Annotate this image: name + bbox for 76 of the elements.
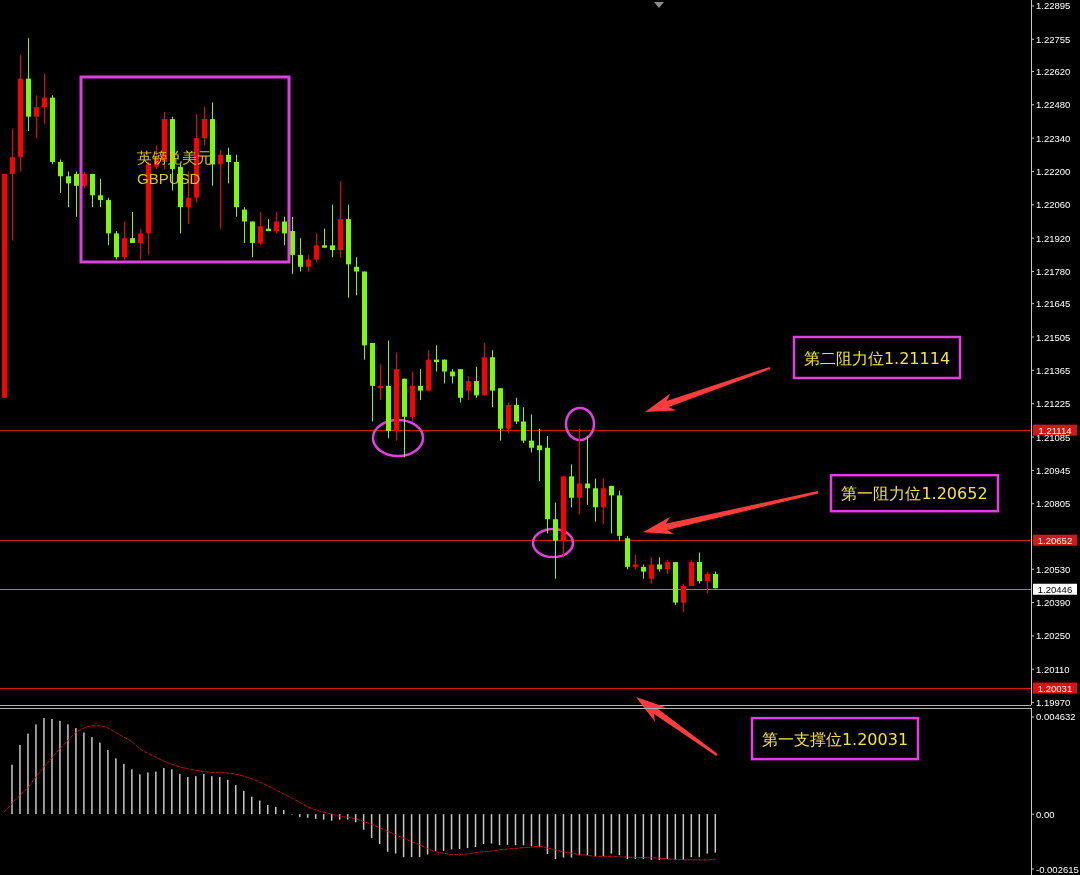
ref-line-label: 1.20652: [1037, 534, 1073, 546]
candlestick: [10, 128, 15, 242]
candlestick: [74, 170, 79, 218]
y-tick-label: 1.22895: [1036, 0, 1071, 12]
candlestick: [681, 583, 686, 613]
candlestick: [98, 178, 103, 208]
y-tick-label: 1.20250: [1036, 630, 1071, 642]
y-tick-label: 1.22755: [1036, 33, 1071, 45]
candlestick: [258, 211, 263, 246]
candlestick: [649, 556, 654, 585]
candlestick: [298, 237, 303, 273]
candlestick: [466, 375, 471, 401]
y-tick-label: 1.19970: [1036, 697, 1071, 709]
candlestick: [609, 485, 614, 535]
candlestick: [689, 559, 694, 587]
y-tick-label: 1.22480: [1036, 99, 1071, 111]
candlestick: [138, 228, 143, 261]
y-tick-label: 1.22620: [1036, 65, 1071, 77]
candlestick: [330, 204, 335, 258]
candlestick: [90, 173, 95, 208]
candlestick: [506, 402, 511, 434]
candlestick: [474, 366, 479, 399]
candlestick: [250, 221, 255, 258]
y-tick-label: 1.22060: [1036, 199, 1071, 211]
y-tick-label: -0.002615: [1036, 863, 1079, 875]
candlestick: [58, 159, 63, 194]
candlestick: [697, 552, 702, 585]
candlestick: [282, 216, 287, 246]
candlestick: [514, 397, 519, 425]
y-tick-label: 0.004632: [1036, 711, 1076, 723]
candlestick: [529, 413, 534, 454]
candlestick: [521, 406, 526, 444]
candlestick: [274, 211, 279, 234]
candlestick: [585, 435, 590, 506]
y-tick-label: 1.21780: [1036, 266, 1071, 278]
line-series: [3, 725, 716, 861]
candlestick: [553, 502, 558, 580]
y-tick-label: 1.20805: [1036, 498, 1071, 510]
y-tick-label: 1.20945: [1036, 464, 1071, 476]
y-tick-label: 1.22200: [1036, 165, 1071, 177]
y-tick-label: 1.21225: [1036, 398, 1071, 410]
candlestick: [569, 463, 574, 508]
y-tick-label: 1.22340: [1036, 132, 1071, 144]
candlestick: [418, 368, 423, 401]
y-tick-label: 1.21365: [1036, 364, 1071, 376]
y-tick-label: 1.21505: [1036, 331, 1071, 343]
candlestick: [114, 230, 119, 261]
candlestick: [577, 428, 582, 515]
y-tick-label: 0.00: [1036, 808, 1055, 820]
candlestick: [122, 221, 127, 261]
ref-line-label: 1.20031: [1037, 682, 1073, 694]
candlestick: [314, 232, 319, 263]
candlestick: [130, 211, 135, 244]
candlestick: [537, 428, 542, 482]
candlestick: [354, 256, 359, 296]
y-tick-label: 1.21645: [1036, 298, 1071, 310]
candlestick: [705, 571, 710, 594]
y-tick-label: 1.21920: [1036, 232, 1071, 244]
candlestick: [601, 478, 606, 525]
y-tick-label: 1.20110: [1036, 663, 1070, 675]
annotation: 第二阻力位1.21114: [803, 348, 951, 367]
y-tick-label: 1.20390: [1036, 597, 1071, 609]
ref-line-label: 1.20446: [1037, 583, 1073, 595]
candlestick: [322, 228, 327, 249]
candlestick: [66, 170, 71, 208]
annotation: 第一支撑位1.20031: [761, 729, 909, 749]
candlestick: [218, 149, 223, 230]
ref-line-label: 1.21114: [1038, 424, 1072, 436]
candlestick: [202, 106, 207, 146]
y-tick-label: 1.20530: [1036, 563, 1071, 575]
candlestick: [593, 478, 598, 523]
candlestick: [226, 147, 231, 184]
candlestick: [34, 94, 39, 139]
candlestick: [242, 206, 247, 244]
candlestick: [42, 73, 47, 125]
annotation: 第一阻力位1.20652: [841, 483, 988, 503]
